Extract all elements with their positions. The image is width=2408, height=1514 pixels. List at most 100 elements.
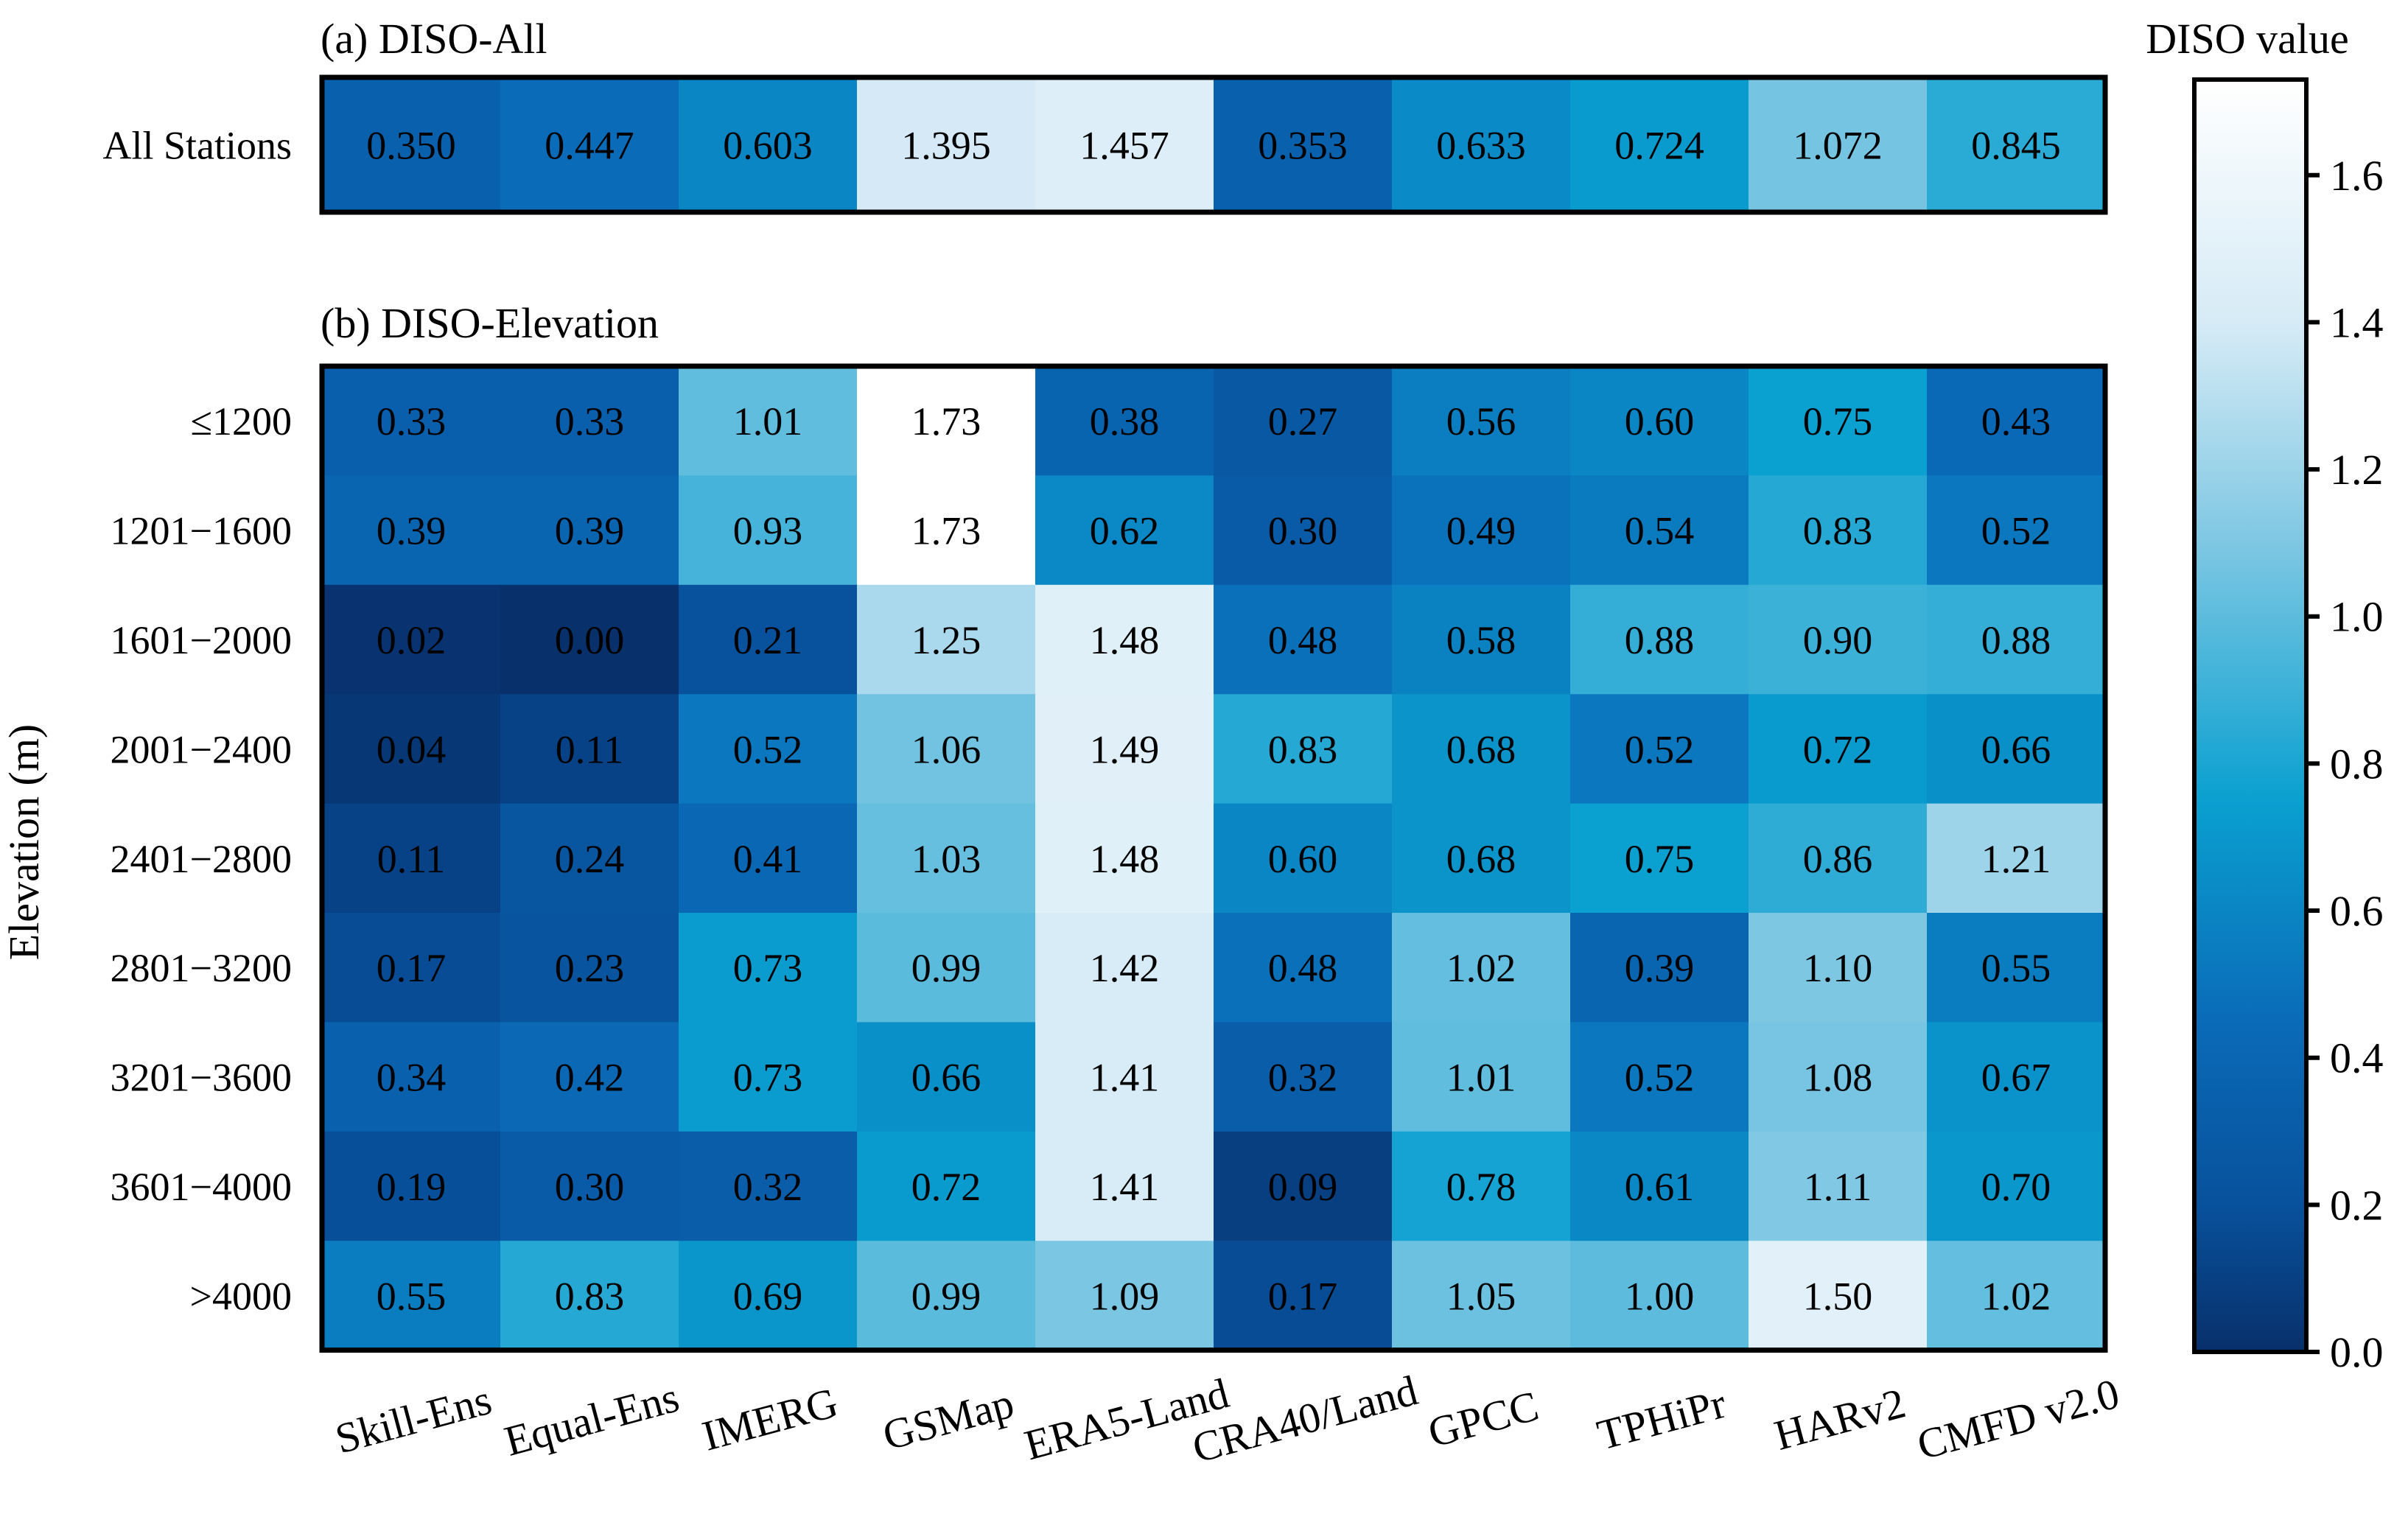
panel-b-cell [500,913,679,1023]
panel-b-cell-label: 1.01 [733,399,803,444]
panel-b-cell [1214,366,1393,476]
panel-a-cell-label: 0.353 [1258,124,1348,168]
panel-a-cell-label: 1.457 [1079,124,1169,168]
panel-b-cell [1749,475,1928,586]
panel-b-cell [679,1131,858,1241]
panel-b-cell-label: 0.75 [1803,399,1873,444]
panel-b-cell [1570,694,1749,805]
panel-b-cell [679,1241,858,1351]
panel-b-row-label: 2801−3200 [111,946,292,990]
panel-b-cell-label: 0.55 [1981,946,2051,990]
panel-b-cell [500,803,679,914]
panel-a-cell [679,77,858,213]
panel-a-row-label: All Stations [102,124,292,168]
panel-b-cell [500,1022,679,1132]
panel-b-cell-label: 1.02 [1981,1274,2051,1318]
panel-b-cell-label: 0.49 [1446,509,1516,553]
panel-b-cell [1927,1022,2106,1132]
panel-b-cell [679,694,858,805]
x-tick-label: GPCC [1423,1381,1543,1457]
panel-b-cell-label: 0.99 [911,946,981,990]
panel-b-cell [679,913,858,1023]
panel-b-cell-label: 0.34 [377,1056,447,1100]
panel-a-cell [1927,77,2106,213]
panel-b-row-label: 2001−2400 [111,727,292,771]
panel-b-cell-label: 0.69 [733,1274,803,1318]
panel-b-cell-label: 0.90 [1803,618,1873,662]
panel-b-frame [319,363,2108,1353]
panel-b-cell [1749,913,1928,1023]
panel-b-cell-label: 0.32 [1268,1056,1338,1100]
panel-b-cell [1035,913,1214,1023]
panel-b-cell-label: 0.62 [1090,509,1160,553]
panel-b-cell-label: 0.75 [1625,837,1695,881]
panel-b-heatmap: 0.33 0.33 1.01 1.73 0.38 0.27 0.56 0.60 0.75 0.43… [111,363,2108,1353]
panel-b-cell-label: 0.52 [1625,1056,1695,1100]
panel-b-cell [1392,1241,1571,1351]
x-tick-label: Skill-Ens [330,1375,496,1463]
panel-b-cell [1927,1241,2106,1351]
panel-b-cell [1214,1131,1393,1241]
panel-b-cell [1035,366,1214,476]
panel-b-cell-label: 0.39 [1625,946,1695,990]
colorbar-frame [2192,77,2309,1354]
panel-b-cell [322,913,501,1023]
panel-b-cell [1927,694,2106,805]
panel-b-cell [1749,366,1928,476]
panel-b-cell [1035,1241,1214,1351]
panel-b-cell-label: 0.00 [555,618,625,662]
panel-a-title: (a) DISO-All [321,15,547,63]
panel-b-cell-label: 1.25 [911,618,981,662]
panel-b-cell-label: 0.33 [555,399,625,444]
panel-b-cell-label: 0.61 [1625,1165,1695,1209]
panel-b-cell [1927,1131,2106,1241]
panel-b-cell-label: 0.78 [1446,1165,1516,1209]
panel-b-cell-label: 0.23 [555,946,625,990]
panel-b-row-label: 3201−3600 [111,1056,292,1100]
panel-b-cell [1749,803,1928,914]
panel-b-cell-label: 0.19 [377,1165,447,1209]
panel-a-cell [1749,77,1928,213]
x-tick-label: TPHiPr [1592,1379,1731,1459]
colorbar: 0.0 0.2 0.4 0.6 0.8 1.0 1.2 1.4 1.6 [2192,77,2384,1376]
panel-b-cell-label: 0.32 [733,1165,803,1209]
panel-b-cell-label: 0.30 [555,1165,625,1209]
panel-b-cell [1570,584,1749,695]
panel-a-cell [1570,77,1749,213]
x-tick-label: GSMap [878,1378,1018,1459]
panel-b-cell-label: 0.56 [1446,399,1516,444]
panel-b-cell [857,366,1036,476]
panel-b-cell [1392,694,1571,805]
panel-b-cell-label: 1.09 [1090,1274,1160,1318]
panel-b-cell-label: 0.17 [377,946,447,990]
y-axis-label: Elevation (m) [0,724,48,961]
panel-b-cell-label: 0.58 [1446,618,1516,662]
panel-b-cell [857,694,1036,805]
panel-b-cell [1392,584,1571,695]
panel-b-cell-label: 0.73 [733,1056,803,1100]
panel-b-cell [1749,584,1928,695]
panel-b-row-label: ≤1200 [190,399,292,444]
panel-b-cell [500,475,679,586]
panel-b-cell [1035,803,1214,914]
panel-a-cell-label: 1.395 [901,124,991,168]
x-tick-label: IMERG [697,1378,842,1460]
x-tick-label: HARv2 [1769,1378,1910,1459]
panel-b-cell-label: 0.17 [1268,1274,1338,1318]
x-tick-label: Equal-Ens [500,1373,684,1465]
panel-b-cell-label: 1.03 [911,837,981,881]
panel-b-cell [1392,913,1571,1023]
panel-a-cell [1035,77,1214,213]
panel-b-cell [1035,1022,1214,1132]
panel-b-cell-label: 0.70 [1981,1165,2051,1209]
panel-b-cell-label: 1.48 [1090,837,1160,881]
panel-b-cell [1035,584,1214,695]
panel-b-cell-label: 1.11 [1804,1165,1872,1209]
panel-b-row-label: 3601−4000 [111,1165,292,1209]
panel-b-title: (b) DISO-Elevation [321,299,659,347]
panel-b-cell [322,584,501,695]
panel-a-cell-label: 0.350 [366,124,456,168]
panel-a-cell [500,77,679,213]
panel-b-cell-label: 1.01 [1446,1056,1516,1100]
colorbar-tick-label: 1.0 [2330,593,2384,641]
